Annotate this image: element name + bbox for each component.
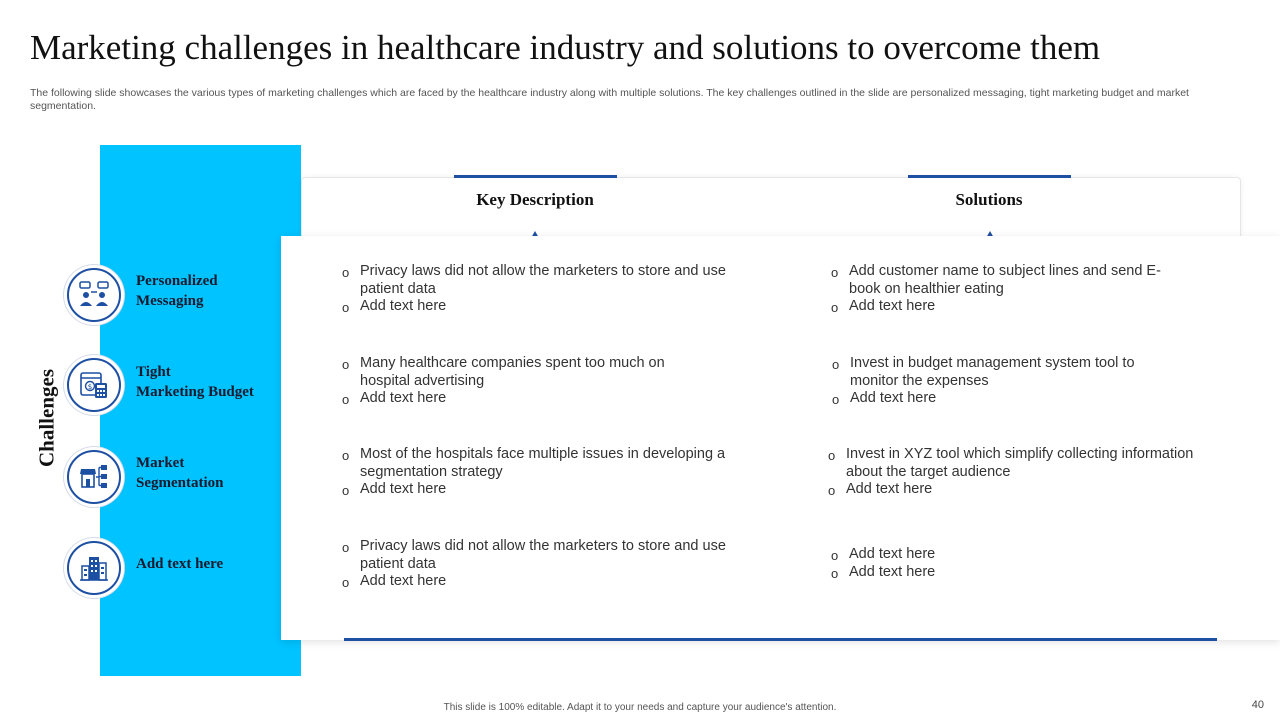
challenges-strip <box>100 145 301 676</box>
buildings-icon <box>67 541 121 595</box>
list-item: Privacy laws did not allow the marketers… <box>342 263 742 298</box>
budget-calculator-icon: $ <box>67 358 121 412</box>
list-item: Add text here <box>832 390 1162 408</box>
bottom-accent-line <box>344 638 1217 641</box>
row-label-personalized-messaging: Personalized Messaging <box>136 273 218 309</box>
footer-note: This slide is 100% editable. Adapt it to… <box>443 702 837 713</box>
list-item: Add text here <box>342 390 742 408</box>
list-item: Add text here <box>831 564 1161 582</box>
team-communication-icon <box>67 268 121 322</box>
list-item: Add text here <box>342 481 742 499</box>
list-item: Many healthcare companies spent too much… <box>342 355 742 390</box>
solutions-cell-3: Invest in XYZ tool which simplify collec… <box>828 446 1208 499</box>
list-item: Invest in XYZ tool which simplify collec… <box>828 446 1208 481</box>
description-cell-2: Many healthcare companies spent too much… <box>342 355 742 408</box>
list-item: Add text here <box>342 298 742 316</box>
svg-text:$: $ <box>88 383 92 391</box>
solutions-header-bar <box>908 175 1071 178</box>
list-item: Add text here <box>831 298 1181 316</box>
store-segmentation-icon <box>67 450 121 504</box>
solutions-cell-1: Add customer name to subject lines and s… <box>831 263 1181 316</box>
column-header-card <box>301 177 1241 238</box>
slide-subtitle: The following slide showcases the variou… <box>30 87 1189 112</box>
key-description-header: Key Description <box>476 190 594 209</box>
slide-title: Marketing challenges in healthcare indus… <box>30 28 1101 67</box>
description-header-bar <box>454 175 617 178</box>
solutions-cell-2: Invest in budget management system tool … <box>832 355 1162 408</box>
row-label-tight-marketing-budget: Tight Marketing Budget <box>136 364 254 400</box>
description-cell-3: Most of the hospitals face multiple issu… <box>342 446 742 499</box>
list-item: Add customer name to subject lines and s… <box>831 263 1181 298</box>
challenges-vertical-label: Challenges <box>34 368 59 468</box>
list-item: Add text here <box>828 481 1208 499</box>
description-cell-1: Privacy laws did not allow the marketers… <box>342 263 742 316</box>
list-item: Most of the hospitals face multiple issu… <box>342 446 742 481</box>
row-label-market-segmentation: Market Segmentation <box>136 455 224 491</box>
list-item: Privacy laws did not allow the marketers… <box>342 538 742 573</box>
row-label-add-text-here: Add text here <box>136 556 224 572</box>
list-item: Invest in budget management system tool … <box>832 355 1162 390</box>
list-item: Add text here <box>831 546 1161 564</box>
solutions-cell-4: Add text here Add text here <box>831 546 1161 581</box>
list-item: Add text here <box>342 573 742 591</box>
page-number: 40 <box>1251 699 1264 711</box>
description-cell-4: Privacy laws did not allow the marketers… <box>342 538 742 591</box>
solutions-header: Solutions <box>955 190 1023 209</box>
